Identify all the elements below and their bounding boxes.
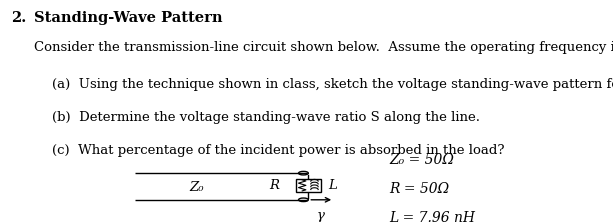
Text: L = 7.96 nH: L = 7.96 nH — [389, 211, 475, 222]
Text: 2.: 2. — [11, 11, 26, 25]
Text: (c)  What percentage of the incident power is absorbed in the load?: (c) What percentage of the incident powe… — [52, 144, 504, 157]
Text: Standing-Wave Pattern: Standing-Wave Pattern — [34, 11, 223, 25]
Text: Consider the transmission-line circuit shown below.  Assume the operating freque: Consider the transmission-line circuit s… — [34, 41, 613, 54]
Text: γ: γ — [317, 209, 324, 222]
Text: R = 50Ω: R = 50Ω — [389, 182, 449, 196]
Text: Z₀ = 50Ω: Z₀ = 50Ω — [389, 153, 454, 167]
Text: (b)  Determine the voltage standing-wave ratio S along the line.: (b) Determine the voltage standing-wave … — [52, 111, 480, 124]
Text: R: R — [269, 179, 279, 192]
Text: (a)  Using the technique shown in class, sketch the voltage standing-wave patter: (a) Using the technique shown in class, … — [52, 78, 613, 91]
Text: Z₀: Z₀ — [189, 181, 204, 194]
FancyBboxPatch shape — [296, 179, 321, 192]
Text: L: L — [328, 179, 337, 192]
